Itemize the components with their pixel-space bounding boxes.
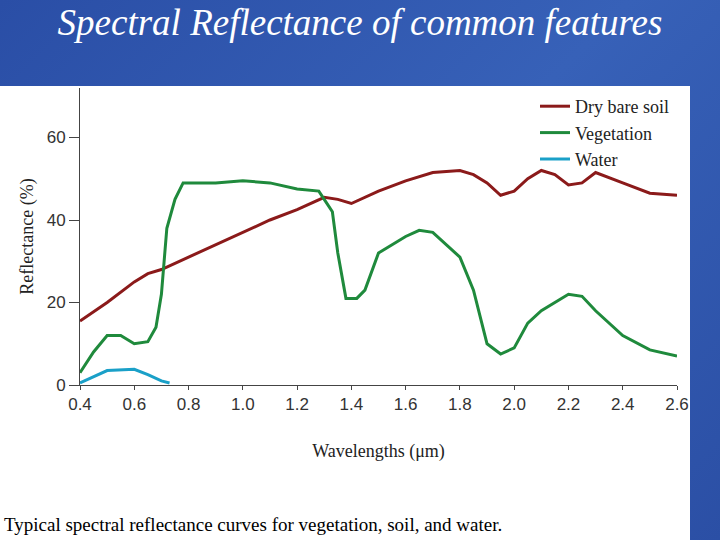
svg-text:1.2: 1.2 [285,395,309,414]
svg-text:60: 60 [47,128,66,147]
svg-text:1.8: 1.8 [448,395,472,414]
svg-text:0.8: 0.8 [177,395,201,414]
svg-text:20: 20 [47,293,66,312]
svg-text:Typical spectral reflectance c: Typical spectral reflectance curves for … [4,514,502,535]
svg-text:0.6: 0.6 [122,395,146,414]
svg-text:2.2: 2.2 [557,395,581,414]
svg-text:40: 40 [47,211,66,230]
html-text:Spectral Reflectance of common: Spectral Reflectance of common features [57,2,663,43]
svg-text:Dry bare soil: Dry bare soil [575,97,669,117]
svg-text:0.4: 0.4 [68,395,92,414]
svg-text:2.0: 2.0 [502,395,526,414]
svg-text:Vegetation: Vegetation [575,124,652,144]
svg-text:Wavelengths (μm): Wavelengths (μm) [312,441,445,462]
svg-text:Reflectance (%): Reflectance (%) [17,178,38,294]
svg-text:0: 0 [56,376,65,395]
svg-text:1.0: 1.0 [231,395,255,414]
svg-text:Water: Water [575,150,618,170]
svg-text:1.4: 1.4 [340,395,364,414]
svg-text:2.6: 2.6 [665,395,689,414]
svg-text:2.4: 2.4 [611,395,635,414]
svg-text:1.6: 1.6 [394,395,418,414]
